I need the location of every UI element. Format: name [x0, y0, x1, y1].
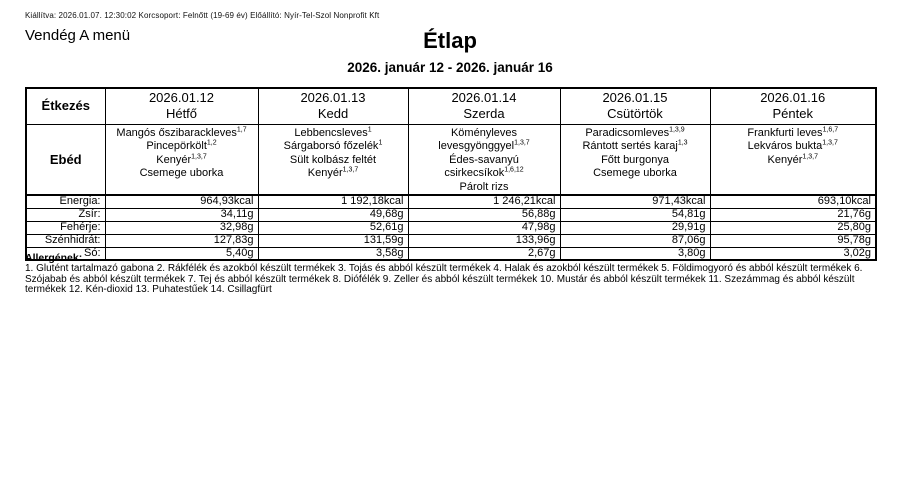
allergen-superscript: 1,6,7 — [822, 125, 839, 133]
meal-item: Mangós őszibarackleves1,7 — [116, 125, 247, 139]
nutrition-value: 133,96g — [407, 233, 561, 248]
nutrition-label: Energia: — [25, 194, 106, 209]
meal-item: Lebbencsleves1 — [294, 125, 372, 139]
nutrition-row-szenhidrat: Szénhidrát: 127,83g 131,59g 133,96g 87,0… — [25, 233, 877, 248]
meal-item: Csemege uborka — [593, 167, 677, 179]
meal-item: Köményleves levesgyönggyel1,3,7 — [438, 126, 530, 153]
meal-item: Sült kolbász feltét — [289, 153, 377, 166]
day-weekday: Szerda — [463, 106, 505, 122]
allergen-superscript: 1,3,7 — [822, 139, 838, 147]
nutrition-value: 54,81g — [559, 207, 711, 222]
nutrition-value: 971,43kcal — [559, 194, 711, 209]
nutrition-value: 2,67g — [407, 246, 561, 261]
nutrition-value: 21,76g — [709, 207, 877, 222]
nutrition-value: 87,06g — [559, 233, 711, 248]
meal-item: Főtt burgonya — [601, 153, 669, 166]
meal-cell-monday: Mangós őszibarackleves1,7 Pincepörkölt1,2… — [104, 123, 259, 196]
allergen-superscript: 1,3,7 — [802, 152, 818, 160]
meal-item: Rántott sertés karaj1,3 — [582, 139, 688, 152]
meal-item: Párolt rizs — [459, 180, 509, 193]
allergen-superscript: 1,3,7 — [514, 139, 530, 147]
allergens-legend-text: 1. Glutént tartalmazó gabona 2. Rákfélék… — [25, 263, 863, 295]
day-date: 2026.01.12 — [148, 90, 215, 106]
nutrition-value: 25,80g — [709, 220, 877, 235]
column-header-day: 2026.01.12 Hétfő — [104, 87, 259, 125]
day-date: 2026.01.15 — [602, 90, 668, 106]
meal-row-label: Ebéd — [25, 123, 106, 196]
nutrition-value: 964,93kcal — [104, 194, 259, 209]
nutrition-row-feherje: Fehérje: 32,98g 52,61g 47,98g 29,91g 25,… — [25, 220, 877, 235]
nutrition-value: 95,78g — [709, 233, 877, 248]
meal-item: Frankfurti leves1,6,7 — [747, 125, 839, 139]
meal-item: Kenyér1,3,7 — [767, 152, 818, 166]
day-date: 2026.01.14 — [451, 90, 517, 106]
day-weekday: Kedd — [317, 106, 349, 122]
nutrition-value: 47,98g — [407, 220, 561, 235]
column-header-day: 2026.01.13 Kedd — [257, 87, 409, 125]
day-weekday: Péntek — [772, 106, 813, 122]
meal-cell-wednesday: Köményleves levesgyönggyel1,3,7 Édes-sava… — [407, 123, 561, 196]
meal-item: Lekváros bukta1,3,7 — [747, 139, 838, 152]
page-title: Étlap — [423, 28, 477, 53]
allergens-heading: Allergének: — [25, 252, 83, 264]
allergen-superscript: 1,3 — [677, 139, 688, 147]
day-weekday: Hétfő — [165, 106, 198, 122]
document-meta-line: Kiállítva: 2026.01.07. 12:30:02 Korcsopo… — [25, 11, 380, 20]
column-header-day: 2026.01.15 Csütörtök — [559, 87, 711, 125]
column-header-etkezes: Étkezés — [25, 87, 106, 125]
meal-item: Kenyér1,3,7 — [307, 166, 359, 179]
column-header-day: 2026.01.14 Szerda — [407, 87, 561, 125]
allergen-superscript: 1 — [367, 125, 372, 133]
day-date: 2026.01.16 — [760, 90, 826, 106]
meal-item: Pincepörkölt1,2 — [146, 139, 217, 152]
weekly-menu-table: Étkezés 2026.01.12 Hétfő 2026.01.13 Kedd… — [25, 87, 877, 261]
nutrition-value: 3,58g — [257, 246, 409, 261]
meal-cell-tuesday: Lebbencsleves1 Sárgaborsó főzelék1 Sült ko… — [257, 123, 409, 196]
allergen-superscript: 1,3,7 — [342, 166, 359, 174]
nutrition-value: 131,59g — [257, 233, 409, 248]
meal-row-ebed: Ebéd Mangós őszibarackleves1,7 Pincepörkö… — [25, 123, 877, 196]
meal-item: Kenyér1,3,7 — [156, 152, 207, 166]
nutrition-value: 34,11g — [104, 207, 259, 222]
meal-item: Csemege uborka — [139, 167, 224, 179]
table-header-row: Étkezés 2026.01.12 Hétfő 2026.01.13 Kedd… — [25, 87, 877, 125]
nutrition-value: 52,61g — [257, 220, 409, 235]
nutrition-row-so: Só: 5,40g 3,58g 2,67g 3,80g 3,02g — [25, 246, 877, 261]
day-weekday: Csütörtök — [607, 106, 663, 122]
nutrition-value: 5,40g — [104, 246, 259, 261]
meal-item: Édes-savanyú csirkecsíkok1,6,12 — [444, 153, 524, 180]
allergen-superscript: 1,2 — [206, 139, 217, 147]
date-range-subtitle: 2026. január 12 - 2026. január 16 — [347, 60, 553, 75]
meal-item: Paradicsomleves1,3,9 — [585, 125, 685, 139]
nutrition-value: 693,10kcal — [709, 194, 877, 209]
nutrition-value: 29,91g — [559, 220, 711, 235]
nutrition-value: 49,68g — [257, 207, 409, 222]
meal-cell-friday: Frankfurti leves1,6,7 Lekváros bukta1,3,7… — [709, 123, 877, 196]
nutrition-value: 127,83g — [104, 233, 259, 248]
day-date: 2026.01.13 — [300, 90, 366, 106]
nutrition-label: Zsír: — [25, 207, 106, 222]
allergen-superscript: 1,3,9 — [669, 125, 685, 133]
allergen-superscript: 1 — [378, 139, 383, 147]
menu-variant-name: Vendég A menü — [25, 27, 131, 44]
nutrition-label: Szénhidrát: — [25, 233, 106, 248]
nutrition-label: Fehérje: — [25, 220, 106, 235]
column-header-day: 2026.01.16 Péntek — [709, 87, 877, 125]
meal-cell-thursday: Paradicsomleves1,3,9 Rántott sertés karaj… — [559, 123, 711, 196]
nutrition-value: 1 246,21kcal — [407, 194, 561, 209]
allergen-superscript: 1,3,7 — [191, 152, 207, 160]
nutrition-value: 1 192,18kcal — [257, 194, 409, 209]
nutrition-value: 3,80g — [559, 246, 711, 261]
nutrition-value: 56,88g — [407, 207, 561, 222]
nutrition-row-zsir: Zsír: 34,11g 49,68g 56,88g 54,81g 21,76g — [25, 207, 877, 222]
nutrition-value: 3,02g — [709, 246, 877, 261]
nutrition-row-energia: Energia: 964,93kcal 1 192,18kcal 1 246,2… — [25, 194, 877, 209]
nutrition-value: 32,98g — [104, 220, 259, 235]
allergen-superscript: 1,6,12 — [504, 166, 524, 174]
allergen-superscript: 1,7 — [236, 125, 247, 133]
meal-item: Sárgaborsó főzelék1 — [283, 139, 383, 152]
